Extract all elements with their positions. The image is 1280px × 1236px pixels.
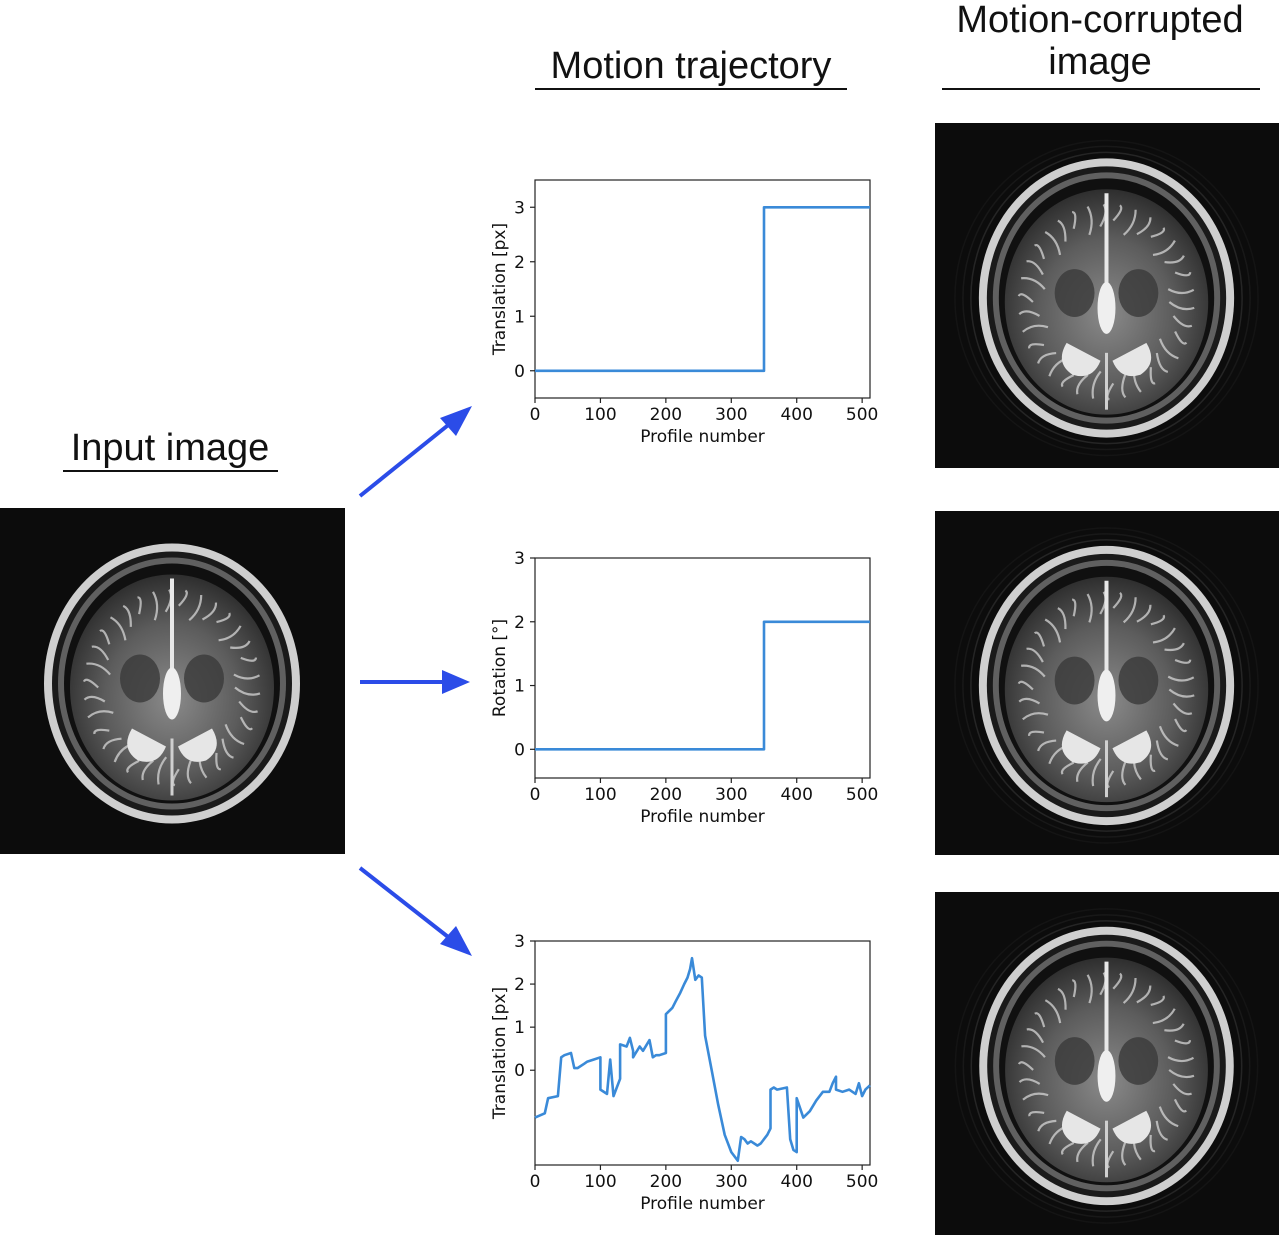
x-tick-label: 100 xyxy=(584,1172,616,1192)
y-tick-label: 3 xyxy=(514,933,525,952)
y-axis-label: Translation [px] xyxy=(490,987,510,1120)
x-tick-label: 200 xyxy=(650,1172,682,1192)
x-tick-label: 500 xyxy=(846,405,878,425)
x-tick-label: 300 xyxy=(715,405,747,425)
x-tick-label: 300 xyxy=(715,1172,747,1192)
y-tick-label: 2 xyxy=(514,253,525,273)
y-tick-label: 3 xyxy=(514,550,525,569)
input-mri-image xyxy=(0,508,345,854)
x-axis-label: Profile number xyxy=(640,427,765,447)
x-tick-label: 400 xyxy=(780,405,812,425)
y-tick-label: 0 xyxy=(514,740,525,760)
plot-frame xyxy=(534,940,871,1166)
x-tick-label: 500 xyxy=(846,1172,878,1192)
x-tick-label: 100 xyxy=(584,785,616,805)
corrupted-mri-image-rotation xyxy=(935,511,1279,855)
x-axis-label: Profile number xyxy=(640,807,765,827)
heading-motion-corrupted-line1: Motion-corrupted xyxy=(956,0,1244,41)
arrow-down-right-icon xyxy=(358,866,472,956)
heading-motion-trajectory: Motion trajectory xyxy=(550,45,832,87)
x-tick-label: 0 xyxy=(530,405,541,425)
y-axis-label: Rotation [°] xyxy=(490,619,510,717)
x-tick-label: 300 xyxy=(715,785,747,805)
corrupted-mri-image-random xyxy=(935,892,1279,1235)
arrow-up-right-icon xyxy=(358,406,472,498)
heading-underline xyxy=(942,88,1260,90)
x-tick-label: 0 xyxy=(530,785,541,805)
heading-input-image: Input image xyxy=(70,427,270,469)
x-tick-label: 400 xyxy=(780,1172,812,1192)
series-line xyxy=(535,205,870,373)
x-tick-label: 400 xyxy=(780,785,812,805)
heading-underline xyxy=(535,88,847,90)
x-tick-label: 200 xyxy=(650,785,682,805)
y-tick-label: 0 xyxy=(514,362,525,382)
y-tick-label: 1 xyxy=(514,307,525,327)
heading-motion-corrupted-line2: image xyxy=(1048,40,1152,83)
plot-frame xyxy=(534,557,871,779)
plot-rotation-step: 0 100 200 300 400 500 0 1 2 3 Profile number Rotati… xyxy=(490,550,878,827)
corrupted-mri-image-translation xyxy=(935,123,1279,468)
x-tick-label: 0 xyxy=(530,1172,541,1192)
plot-translation-random: 0 100 200 300 400 500 0 1 2 3 Profile number Transl… xyxy=(490,933,878,1214)
y-tick-label: 2 xyxy=(514,975,525,995)
series-line xyxy=(534,956,871,1162)
plot-translation-step: 0 100 200 300 400 500 0 1 2 3 Profile number Transl… xyxy=(490,179,878,447)
plot-frame xyxy=(534,179,871,399)
y-tick-label: 2 xyxy=(514,613,525,633)
y-tick-label: 0 xyxy=(514,1061,525,1081)
y-tick-label: 1 xyxy=(514,1018,525,1038)
arrow-right-icon xyxy=(360,670,470,694)
x-axis-label: Profile number xyxy=(640,1194,765,1214)
y-tick-label: 1 xyxy=(514,677,525,697)
x-tick-label: 100 xyxy=(584,405,616,425)
heading-motion-corrupted: Motion-corrupted image xyxy=(940,0,1260,84)
series-line xyxy=(535,620,870,751)
x-tick-label: 500 xyxy=(846,785,878,805)
heading-underline xyxy=(63,470,278,472)
y-tick-label: 3 xyxy=(514,198,525,218)
x-tick-label: 200 xyxy=(650,405,682,425)
y-axis-label: Translation [px] xyxy=(490,223,510,356)
